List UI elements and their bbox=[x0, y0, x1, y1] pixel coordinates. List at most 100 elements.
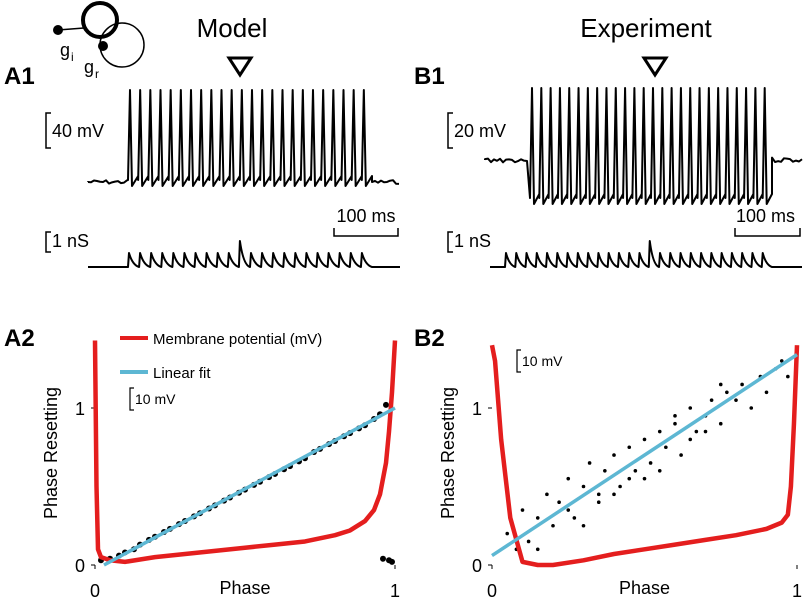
data-point bbox=[618, 484, 622, 489]
y-axis-label: Phase Resetting bbox=[438, 387, 458, 519]
neuron-circle bbox=[81, 1, 119, 39]
data-point bbox=[581, 523, 586, 528]
data-point bbox=[673, 421, 677, 426]
scale-bar bbox=[447, 112, 453, 149]
data-point bbox=[612, 453, 616, 457]
data-point bbox=[703, 429, 708, 434]
x-tick-label: 0 bbox=[90, 581, 100, 601]
x-axis-label: Phase bbox=[219, 578, 270, 598]
data-point bbox=[383, 401, 389, 408]
data-point bbox=[718, 421, 723, 426]
panel-label: A2 bbox=[4, 325, 35, 352]
scale-label: 10 mV bbox=[522, 353, 563, 369]
scale-bar bbox=[447, 231, 453, 253]
data-point bbox=[657, 469, 662, 473]
y-tick-label: 1 bbox=[75, 399, 85, 419]
y-tick-label: 0 bbox=[75, 556, 85, 576]
data-point bbox=[779, 359, 784, 363]
scale-label: 100 ms bbox=[736, 206, 795, 226]
membrane-curve bbox=[92, 340, 398, 565]
data-point bbox=[627, 476, 632, 481]
data-point bbox=[566, 508, 571, 512]
data-point bbox=[740, 382, 744, 387]
data-point bbox=[679, 453, 683, 457]
scale-label: 40 mV bbox=[52, 121, 104, 141]
data-point bbox=[694, 429, 699, 434]
panel-label: A1 bbox=[4, 63, 35, 90]
legend-label: Membrane potential (mV) bbox=[153, 331, 322, 348]
data-point bbox=[718, 382, 723, 387]
panel-label: B1 bbox=[414, 63, 445, 90]
data-point bbox=[505, 531, 510, 536]
data-point bbox=[545, 492, 549, 497]
traces bbox=[87, 87, 803, 268]
scale-label: 20 mV bbox=[454, 121, 506, 141]
gi-label: g bbox=[60, 40, 70, 60]
data-point bbox=[764, 390, 769, 395]
data-point bbox=[709, 398, 714, 402]
data-point bbox=[572, 516, 577, 520]
data-point bbox=[664, 445, 668, 450]
y-axis-label: Phase Resetting bbox=[41, 387, 61, 519]
fit-line bbox=[491, 353, 798, 558]
data-point bbox=[596, 500, 601, 505]
conductance-trace bbox=[490, 240, 802, 268]
x-axis-label: Phase bbox=[619, 578, 670, 598]
data-point bbox=[627, 445, 632, 450]
scale-label: 100 ms bbox=[336, 206, 395, 226]
data-point bbox=[535, 547, 540, 552]
data-point bbox=[581, 484, 586, 489]
data-point bbox=[526, 539, 531, 544]
x-tick-label: 1 bbox=[390, 581, 400, 601]
stimulus-marker bbox=[641, 56, 669, 78]
data-point bbox=[734, 398, 738, 402]
data-point bbox=[535, 516, 540, 520]
data-point bbox=[612, 492, 616, 497]
gr-subscript: r bbox=[95, 67, 99, 81]
scale-bar bbox=[516, 349, 521, 373]
data-point bbox=[642, 476, 647, 481]
scale-label: 1 nS bbox=[52, 231, 89, 251]
synapse-dot bbox=[98, 41, 108, 51]
data-point bbox=[688, 437, 693, 442]
voltage-trace bbox=[484, 87, 803, 205]
conductance-trace bbox=[88, 240, 400, 268]
voltage-trace bbox=[87, 89, 400, 187]
legend-label: Linear fit bbox=[153, 365, 211, 382]
data-point bbox=[551, 523, 555, 528]
scale-bar bbox=[129, 387, 134, 411]
data-point bbox=[673, 414, 677, 418]
data-point bbox=[633, 469, 638, 473]
y-tick-label: 0 bbox=[472, 556, 482, 576]
model-title: Model bbox=[197, 13, 268, 43]
membrane-curve bbox=[489, 344, 800, 568]
scale-bar bbox=[333, 228, 399, 237]
scale-label: 1 nS bbox=[454, 231, 491, 251]
scale-bar bbox=[734, 228, 801, 237]
data-point bbox=[603, 469, 607, 473]
gi-subscript: i bbox=[71, 50, 74, 64]
data-point bbox=[380, 555, 386, 562]
experiment-title: Experiment bbox=[580, 13, 712, 43]
data-point bbox=[725, 390, 729, 395]
x-tick-label: 0 bbox=[487, 581, 497, 601]
data-point bbox=[520, 508, 525, 512]
fit-line bbox=[103, 406, 396, 567]
data-point bbox=[786, 374, 790, 379]
x-tick-label: 1 bbox=[792, 581, 802, 601]
synapse-dot bbox=[53, 25, 63, 35]
scale-bar bbox=[45, 231, 51, 253]
scale-label: 10 mV bbox=[135, 391, 176, 407]
panel-label: B2 bbox=[414, 325, 445, 352]
data-point bbox=[657, 429, 662, 434]
data-point bbox=[587, 461, 592, 465]
y-tick-label: 1 bbox=[472, 399, 482, 419]
gr-label: g bbox=[84, 57, 94, 77]
data-point bbox=[642, 437, 647, 442]
data-point bbox=[596, 492, 601, 497]
data-point bbox=[557, 500, 561, 505]
data-point bbox=[566, 476, 571, 481]
circuit-diagram: g i g r bbox=[53, 1, 145, 81]
data-point bbox=[389, 558, 395, 565]
